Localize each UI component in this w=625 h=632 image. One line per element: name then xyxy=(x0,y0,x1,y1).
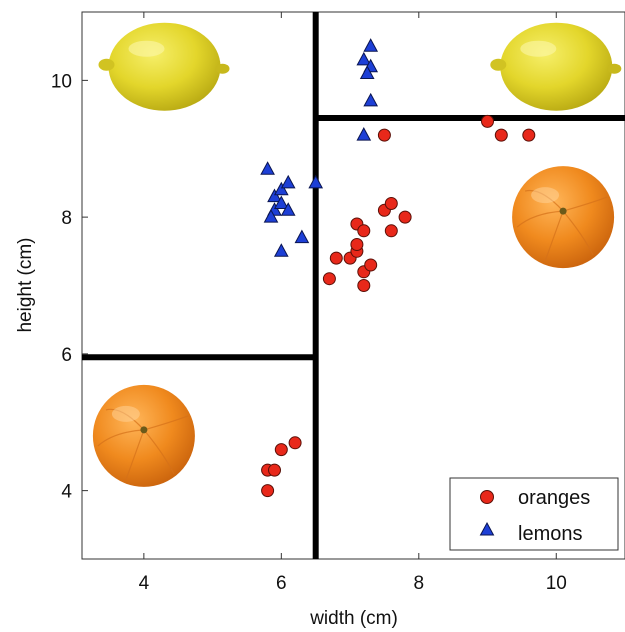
oranges-point-13 xyxy=(357,279,371,292)
lemons-point-14 xyxy=(359,65,375,79)
legend-lemons-label: lemons xyxy=(518,523,582,545)
lemons-point-1 xyxy=(267,188,282,203)
lemons-point-9 xyxy=(294,229,310,244)
x-tick-label: 4 xyxy=(139,573,150,594)
oranges-point-11 xyxy=(357,224,371,238)
orange-image-2 xyxy=(511,165,615,269)
oranges-point-3 xyxy=(274,443,288,457)
lemons-point-6 xyxy=(263,209,279,223)
lemons-point-5 xyxy=(273,195,289,209)
oranges-point-18 xyxy=(398,210,412,224)
x-tick-label: 10 xyxy=(546,573,567,594)
oranges-point-0 xyxy=(261,484,275,498)
legend: oranges lemons xyxy=(449,477,619,551)
oranges-point-20 xyxy=(481,114,494,128)
y-tick-label: 8 xyxy=(61,208,72,229)
x-tick-label: 8 xyxy=(414,573,425,594)
oranges-point-5 xyxy=(322,272,336,286)
oranges-point-19 xyxy=(377,128,391,142)
oranges-point-17 xyxy=(384,224,398,238)
oranges-point-16 xyxy=(384,197,398,210)
lemons-point-15 xyxy=(363,92,379,107)
lemons-point-16 xyxy=(356,127,372,141)
oranges-point-14 xyxy=(364,258,378,272)
lemons-point-8 xyxy=(273,243,289,257)
lemons-point-0 xyxy=(260,161,275,175)
legend-lemons-marker xyxy=(479,521,495,536)
oranges-point-4 xyxy=(288,436,302,450)
x-axis-label: width (cm) xyxy=(309,608,398,629)
oranges-point-21 xyxy=(494,128,508,142)
orange-image-3 xyxy=(92,384,196,488)
lemons-point-12 xyxy=(363,38,379,52)
lemons-point-7 xyxy=(280,202,296,216)
decision-boundaries xyxy=(82,12,625,559)
y-tick-label: 10 xyxy=(51,71,72,92)
data-points xyxy=(260,38,536,498)
lemons-point-11 xyxy=(356,51,372,66)
legend-box xyxy=(449,477,619,551)
y-axis-label: height (cm) xyxy=(15,237,36,332)
lemons-point-10 xyxy=(308,174,324,189)
oranges-point-6 xyxy=(329,251,343,265)
legend-oranges-label: oranges xyxy=(518,487,590,509)
oranges-point-22 xyxy=(522,128,536,142)
x-tick-label: 6 xyxy=(276,573,287,594)
axis-ticks: 4 6 8 10 4 6 8 10 xyxy=(51,12,567,594)
y-tick-label: 6 xyxy=(61,345,72,366)
oranges-point-2 xyxy=(268,463,281,477)
lemons-point-3 xyxy=(280,174,296,189)
legend-oranges-marker xyxy=(480,490,494,504)
y-tick-label: 4 xyxy=(61,482,72,503)
lemons-point-2 xyxy=(273,181,289,196)
oranges-point-9 xyxy=(350,238,364,251)
